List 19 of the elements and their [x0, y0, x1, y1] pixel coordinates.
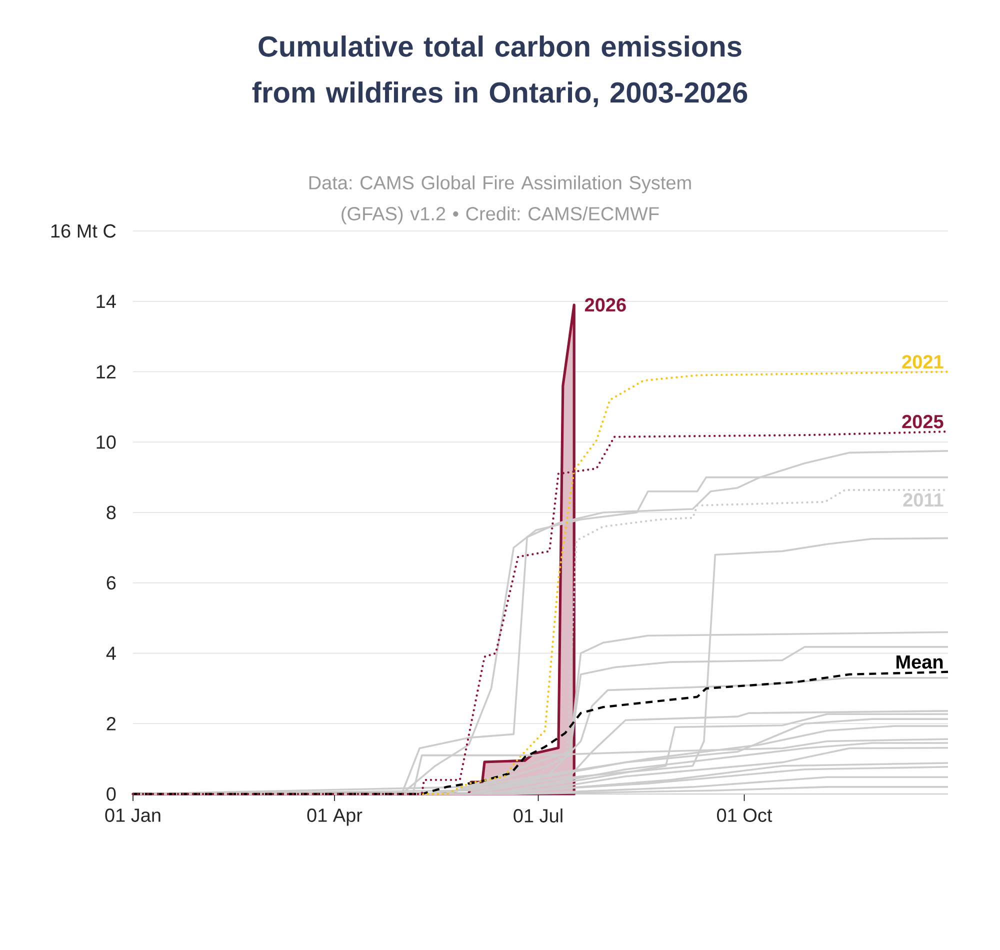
y-tick-label: 6 [106, 576, 116, 590]
y-tick-label: 2 [106, 716, 116, 730]
x-tick-label: 01 Apr [307, 808, 362, 826]
x-tick-label: 01 Oct [717, 808, 772, 822]
series-label: 2021 [902, 355, 944, 369]
y-tick-label: 0 [106, 787, 116, 801]
y-tick-label: 14 [96, 294, 116, 308]
x-tick-label: 01 Jan [105, 808, 160, 822]
y-tick-label: 12 [96, 365, 116, 378]
y-tick-label: 8 [106, 506, 116, 520]
series-label: Mean [896, 655, 943, 669]
chart-title: Cumulative total carbon emissions from wildfires in Ontario, 2003-2026 [252, 36, 748, 108]
y-tick-label: 10 [96, 435, 116, 449]
y-tick-label: 4 [106, 646, 116, 660]
series-label: 2025 [902, 414, 944, 428]
chart-subtitle: Data: CAMS Global Fire Assimilation System (GFAS) v1.2 • Credit: CAMS/ECMWF [309, 176, 691, 224]
y-tick-label: 16 Mt C [51, 224, 116, 238]
series-label: 2026 [584, 298, 626, 312]
x-tick-label: 01 Jul [514, 808, 562, 822]
